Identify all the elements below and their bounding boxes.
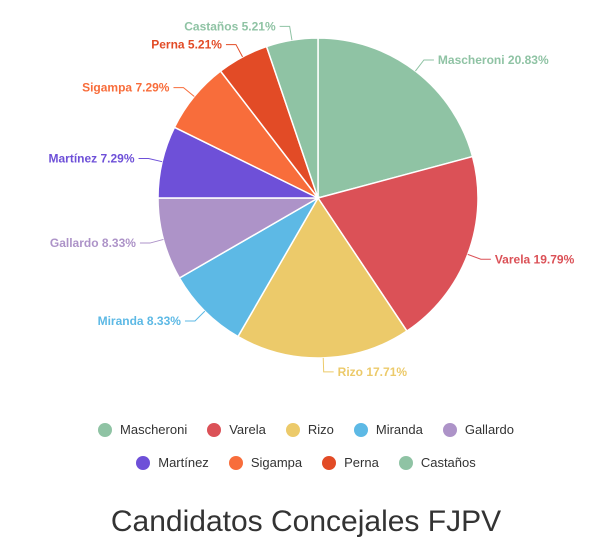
leader-line-rizo [322, 357, 334, 373]
legend-label: Castaños [420, 455, 476, 470]
legend-swatch [322, 455, 337, 470]
slice-varela [316, 155, 479, 333]
legend-item-perna[interactable]: Perna [322, 455, 379, 470]
slice-rizo [236, 196, 408, 359]
slices [157, 37, 479, 359]
chart-title: Candidatos Concejales FJPV [110, 505, 502, 538]
legend-swatch [136, 455, 151, 470]
data-label-mascheroni: Mascheroni 20.83% [438, 53, 549, 67]
data-label-martinez: Martínez 7.29% [48, 152, 134, 166]
legend-label: Miranda [375, 422, 423, 437]
legend-swatch [228, 455, 243, 470]
legend-label: Rizo [307, 422, 334, 437]
leader-line-martinez [138, 158, 163, 163]
legend-item-rizo[interactable]: Rizo [285, 422, 334, 437]
leader-line-miranda [184, 310, 206, 322]
legend-label: Gallardo [464, 422, 514, 437]
legend-item-mascheroni[interactable]: Mascheroni [98, 422, 187, 437]
legend-label: Perna [344, 455, 379, 470]
leader-line-mascheroni [415, 59, 434, 72]
legend-item-gallardo[interactable]: Gallardo [442, 422, 514, 437]
legend-item-castanos[interactable]: Castaños [398, 455, 476, 470]
legend-item-miranda[interactable]: Miranda [353, 422, 423, 437]
legend-item-martinez[interactable]: Martínez [136, 455, 209, 470]
legend-label: Varela [229, 422, 266, 437]
legend-swatch [285, 422, 300, 437]
leader-line-gallardo [139, 238, 164, 244]
legend-row-2: Martínez Sigampa Perna Castaños [0, 455, 612, 470]
leader-line-perna [225, 44, 243, 58]
legend-item-varela[interactable]: Varela [207, 422, 266, 437]
data-labels: Mascheroni 20.83% Varela 19.79% Rizo 17.71… [48, 19, 574, 379]
data-label-castanos: Castaños 5.21% [184, 19, 276, 33]
legend-swatch [207, 422, 222, 437]
legend-swatch [398, 455, 413, 470]
legend-item-sigampa[interactable]: Sigampa [228, 455, 303, 470]
leader-lines [138, 25, 491, 373]
legend-swatch [98, 422, 113, 437]
pie-chart: Mascheroni 20.83% Varela 19.79% Rizo 17.71… [48, 19, 574, 379]
data-label-rizo: Rizo 17.71% [338, 365, 408, 379]
data-label-varela: Varela 19.79% [495, 252, 575, 266]
legend-label: Martínez [158, 455, 209, 470]
data-label-gallardo: Gallardo 8.33% [50, 236, 136, 250]
legend-label: Mascheroni [120, 422, 188, 437]
legend-swatch [442, 422, 457, 437]
data-label-sigampa: Sigampa 7.29% [82, 81, 170, 95]
legend-swatch [353, 422, 368, 437]
leader-line-varela [467, 253, 491, 260]
data-label-miranda: Miranda 8.33% [98, 314, 182, 328]
leader-line-sigampa [173, 87, 195, 97]
slice-castanos [265, 37, 319, 199]
legend-row-1: Mascheroni Varela Rizo Miranda Gallardo [0, 422, 612, 437]
leader-line-castanos [279, 25, 293, 41]
data-label-perna: Perna 5.21% [151, 38, 222, 52]
legend-label: Sigampa [250, 455, 303, 470]
